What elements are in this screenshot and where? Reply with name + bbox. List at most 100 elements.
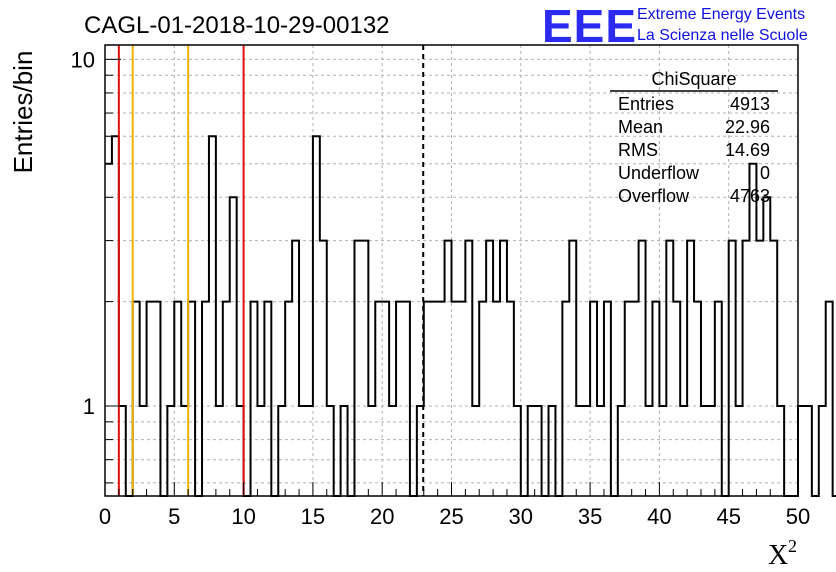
histogram-bin bbox=[652, 302, 659, 496]
x-tick-label: 5 bbox=[168, 504, 180, 529]
stats-row-label: Overflow bbox=[618, 186, 690, 206]
histogram-bin bbox=[736, 406, 743, 496]
histogram-bin bbox=[819, 406, 826, 496]
histogram-bin bbox=[237, 406, 244, 496]
stats-row-value: 0 bbox=[760, 163, 770, 183]
histogram-bin bbox=[424, 302, 431, 496]
histogram-bin bbox=[285, 302, 292, 496]
histogram-bin bbox=[694, 302, 701, 496]
histogram-bin bbox=[445, 241, 452, 496]
stats-title: ChiSquare bbox=[651, 69, 736, 89]
histogram-bin bbox=[438, 302, 445, 496]
y-axis-label: Entries/bin bbox=[8, 51, 38, 174]
histogram-bin bbox=[354, 241, 361, 496]
histogram-bin bbox=[403, 302, 410, 496]
stats-row-value: 22.96 bbox=[725, 117, 770, 137]
histogram-bin bbox=[154, 302, 161, 496]
histogram-bin bbox=[493, 302, 500, 496]
histogram-bin bbox=[632, 302, 639, 496]
y-tick-label: 1 bbox=[83, 394, 95, 419]
histogram-bin bbox=[112, 136, 119, 496]
histogram-bin bbox=[708, 406, 715, 496]
stats-row-value: 4763 bbox=[730, 186, 770, 206]
histogram-bin bbox=[597, 406, 604, 496]
histogram-bin bbox=[798, 406, 805, 496]
histogram-bin bbox=[396, 302, 403, 496]
histogram-bin bbox=[313, 136, 320, 496]
histogram-bin bbox=[174, 302, 181, 496]
histogram-bin bbox=[147, 302, 154, 496]
histogram-bin bbox=[507, 302, 514, 496]
histogram-bin bbox=[167, 406, 174, 496]
stats-row-label: Underflow bbox=[618, 163, 700, 183]
histogram-bin bbox=[140, 406, 147, 496]
histogram-bin bbox=[181, 406, 188, 496]
histogram-bin bbox=[389, 406, 396, 496]
x-tick-label: 45 bbox=[716, 504, 740, 529]
histogram-bin bbox=[687, 241, 694, 496]
histogram-bin bbox=[673, 302, 680, 496]
x-tick-label: 25 bbox=[439, 504, 463, 529]
histogram-bin bbox=[431, 302, 438, 496]
stats-row-label: Mean bbox=[618, 117, 663, 137]
stats-row-label: RMS bbox=[618, 140, 658, 160]
histogram-bin bbox=[646, 406, 653, 496]
x-tick-label: 15 bbox=[301, 504, 325, 529]
histogram-bin bbox=[749, 164, 756, 496]
stats-box: ChiSquare Entries 4913 Mean 22.96 RMS 14.69 Und… bbox=[610, 69, 778, 206]
logo-mark: EEE bbox=[542, 0, 637, 52]
x-axis-label: X 2 bbox=[768, 536, 797, 571]
logo: EEE Extreme Energy Events La Scienza nel… bbox=[542, 0, 808, 52]
x-tick-label: 50 bbox=[786, 504, 810, 529]
histogram-bin bbox=[590, 302, 597, 496]
histogram-bin bbox=[479, 302, 486, 496]
x-axis-label-main: X bbox=[768, 540, 788, 571]
histogram-bin bbox=[306, 406, 313, 496]
y-tick-label: 10 bbox=[71, 47, 95, 72]
histogram-bin bbox=[763, 197, 770, 496]
x-tick-label: 40 bbox=[647, 504, 671, 529]
x-tick-label: 20 bbox=[370, 504, 394, 529]
histogram-bin bbox=[105, 164, 112, 496]
histogram-bin bbox=[535, 406, 542, 496]
histogram-bin bbox=[458, 302, 465, 496]
histogram-bin bbox=[514, 406, 521, 496]
histogram-bin bbox=[278, 406, 285, 496]
histogram-bin bbox=[382, 302, 389, 496]
stats-row-label: Entries bbox=[618, 94, 674, 114]
histogram-bin bbox=[230, 197, 237, 496]
chart-title: CAGL-01-2018-10-29-00132 bbox=[84, 12, 390, 39]
histogram-bin bbox=[618, 406, 625, 496]
logo-line-1: Extreme Energy Events bbox=[637, 6, 805, 23]
histogram-outline bbox=[105, 135, 836, 497]
histogram-bin bbox=[368, 406, 375, 496]
histogram-bin bbox=[133, 302, 140, 496]
histogram-bin bbox=[777, 406, 784, 496]
histogram-bin bbox=[264, 302, 271, 496]
reference-lines bbox=[117, 45, 425, 496]
histogram-bin bbox=[659, 406, 666, 496]
histogram-bin bbox=[715, 302, 722, 496]
histogram-bin bbox=[223, 302, 230, 496]
histogram-bin bbox=[569, 241, 576, 496]
histogram-bin bbox=[583, 406, 590, 496]
x-tick-label: 30 bbox=[509, 504, 533, 529]
histogram-bin bbox=[209, 136, 216, 496]
histogram-bin bbox=[528, 406, 535, 496]
histogram-bin bbox=[465, 241, 472, 496]
histogram-bin bbox=[257, 406, 264, 496]
histogram-bin bbox=[299, 406, 306, 496]
histogram-bin bbox=[826, 302, 833, 496]
histogram-bin bbox=[251, 302, 258, 496]
histogram-bin bbox=[562, 302, 569, 496]
histogram-bin bbox=[666, 241, 673, 496]
histogram-bin bbox=[549, 406, 556, 496]
axes: 0 5 10 15 20 25 30 35 40 45 50 1 10 bbox=[71, 44, 810, 529]
histogram-bin bbox=[756, 241, 763, 496]
histogram-bin bbox=[500, 241, 507, 496]
histogram-bin bbox=[576, 406, 583, 496]
stats-row-value: 4913 bbox=[730, 94, 770, 114]
histogram-bin bbox=[701, 406, 708, 496]
histogram-bin bbox=[770, 241, 777, 496]
histogram-bin bbox=[375, 302, 382, 496]
